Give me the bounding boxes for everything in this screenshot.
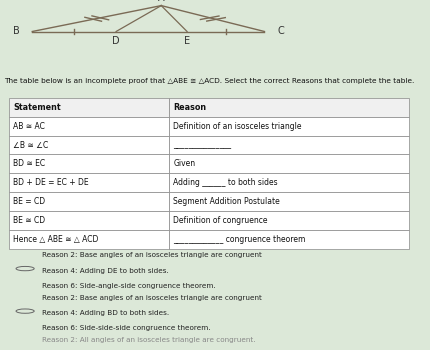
Text: Reason 4: Adding BD to both sides.: Reason 4: Adding BD to both sides.: [42, 310, 169, 316]
Text: D: D: [112, 36, 120, 46]
Text: Adding ______ to both sides: Adding ______ to both sides: [173, 178, 278, 187]
Bar: [169, 98, 408, 117]
Text: ∠B ≅ ∠C: ∠B ≅ ∠C: [13, 141, 49, 149]
Text: Definition of an isosceles triangle: Definition of an isosceles triangle: [173, 122, 302, 131]
Text: Reason 6: Side-side-side congruence theorem.: Reason 6: Side-side-side congruence theo…: [42, 326, 210, 331]
Text: BE = CD: BE = CD: [13, 197, 46, 206]
Text: Reason 2: Base angles of an isosceles triangle are congruent: Reason 2: Base angles of an isosceles tr…: [42, 252, 261, 258]
Text: Reason 2: All angles of an isosceles triangle are congruent.: Reason 2: All angles of an isosceles tri…: [42, 337, 255, 343]
Text: BD ≅ EC: BD ≅ EC: [13, 159, 46, 168]
Text: Hence △ ABE ≅ △ ACD: Hence △ ABE ≅ △ ACD: [13, 234, 99, 244]
Bar: [169, 192, 408, 211]
Bar: [169, 117, 408, 135]
Text: BE ≅ CD: BE ≅ CD: [13, 216, 46, 225]
Bar: [169, 154, 408, 173]
Text: Given: Given: [173, 159, 196, 168]
Bar: [169, 230, 408, 248]
Bar: [9, 173, 169, 192]
Bar: [9, 154, 169, 173]
Text: C: C: [277, 27, 284, 36]
Bar: [9, 117, 169, 135]
Text: AB ≅ AC: AB ≅ AC: [13, 122, 45, 131]
Bar: [9, 98, 169, 117]
Text: Segment Addition Postulate: Segment Addition Postulate: [173, 197, 280, 206]
Text: The table below is an incomplete proof that △ABE ≅ △ACD. Select the correct Reas: The table below is an incomplete proof t…: [4, 77, 415, 84]
Text: _____________ congruence theorem: _____________ congruence theorem: [173, 234, 306, 244]
Text: BD + DE = EC + DE: BD + DE = EC + DE: [13, 178, 89, 187]
Text: Reason 2: Base angles of an isosceles triangle are congruent: Reason 2: Base angles of an isosceles tr…: [42, 295, 261, 301]
Text: B: B: [12, 27, 19, 36]
Text: Reason 6: Side-angle-side congruence theorem.: Reason 6: Side-angle-side congruence the…: [42, 283, 215, 289]
Bar: [169, 135, 408, 154]
Text: Definition of congruence: Definition of congruence: [173, 216, 268, 225]
Bar: [9, 230, 169, 248]
Text: Statement: Statement: [13, 103, 61, 112]
Text: _______________: _______________: [173, 141, 231, 149]
Bar: [9, 192, 169, 211]
Bar: [9, 211, 169, 230]
Text: E: E: [184, 36, 190, 46]
Bar: [169, 173, 408, 192]
Bar: [169, 211, 408, 230]
Text: A: A: [158, 0, 165, 3]
Text: Reason 4: Adding DE to both sides.: Reason 4: Adding DE to both sides.: [42, 268, 169, 274]
Bar: [9, 135, 169, 154]
Text: Reason: Reason: [173, 103, 206, 112]
